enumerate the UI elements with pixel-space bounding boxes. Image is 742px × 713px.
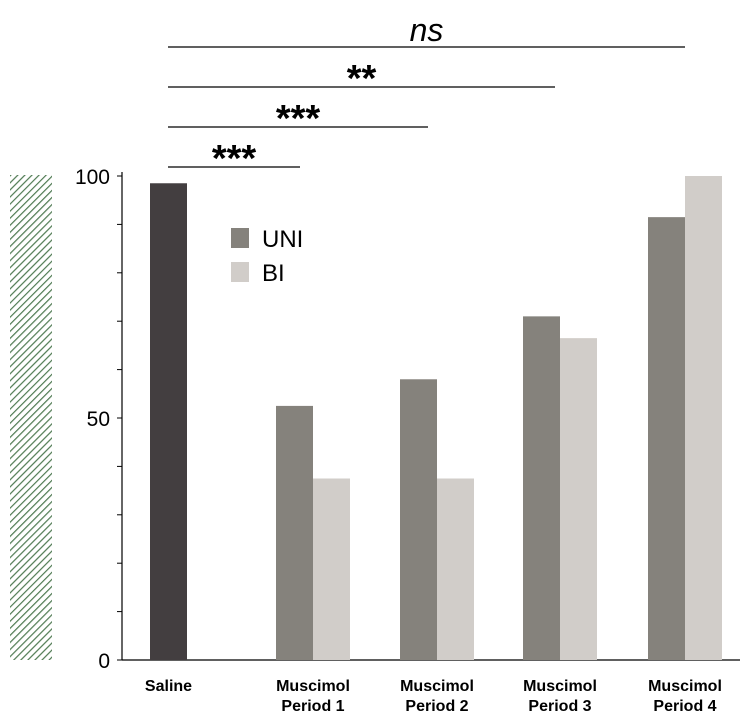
significance-label: **: [347, 58, 377, 100]
x-category-label: Muscimol Period 1: [276, 678, 350, 713]
bar-saline-1: [150, 183, 187, 660]
legend-swatch-bi: [231, 262, 249, 282]
x-category-label: Saline: [145, 678, 192, 695]
bar-bi-4: [560, 338, 597, 660]
bar-bi-2: [313, 478, 350, 660]
legend-swatch-uni: [231, 228, 249, 248]
bar-bi-3: [437, 478, 474, 660]
y-tick-label: 100: [75, 166, 110, 189]
y-tick-label: 0: [98, 650, 110, 673]
x-category-label: Muscimol Period 3: [523, 678, 597, 713]
x-category-label: Muscimol Period 4: [648, 678, 722, 713]
legend-label-uni: UNI: [262, 226, 303, 253]
bar-uni-5: [648, 217, 685, 660]
bar-uni-3: [400, 379, 437, 660]
y-tick-label: 50: [87, 408, 110, 431]
bar-uni-4: [523, 316, 560, 660]
significance-label: ***: [276, 98, 321, 140]
x-category-label: Muscimol Period 2: [400, 678, 474, 713]
hatch-pattern: [10, 175, 52, 660]
legend-label-bi: BI: [262, 260, 285, 287]
obscured-y-axis-label: [10, 175, 52, 660]
bar-uni-2: [276, 405, 313, 660]
significance-label: ***: [212, 138, 257, 180]
bar-bi-5: [685, 176, 722, 660]
significance-label: ns: [410, 12, 444, 48]
